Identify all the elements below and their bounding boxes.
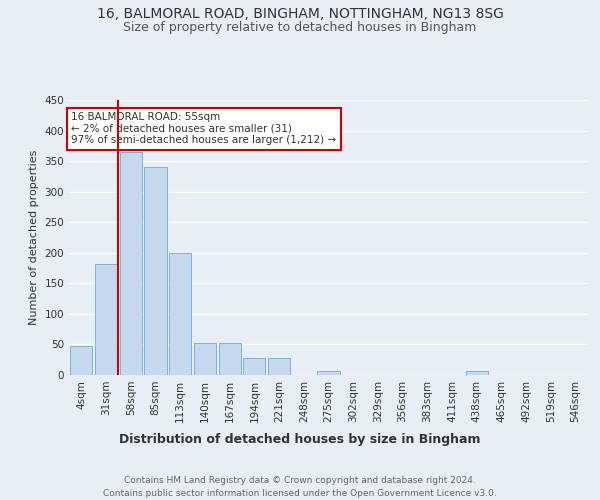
Bar bbox=[169, 254, 191, 375]
Bar bbox=[268, 358, 290, 375]
Bar bbox=[119, 152, 142, 375]
Bar bbox=[218, 342, 241, 375]
Bar bbox=[145, 167, 167, 375]
Bar bbox=[466, 370, 488, 375]
Bar bbox=[95, 264, 117, 375]
Y-axis label: Number of detached properties: Number of detached properties bbox=[29, 150, 39, 325]
Text: 16, BALMORAL ROAD, BINGHAM, NOTTINGHAM, NG13 8SG: 16, BALMORAL ROAD, BINGHAM, NOTTINGHAM, … bbox=[97, 8, 503, 22]
Text: Contains HM Land Registry data © Crown copyright and database right 2024.
Contai: Contains HM Land Registry data © Crown c… bbox=[103, 476, 497, 498]
Text: Distribution of detached houses by size in Bingham: Distribution of detached houses by size … bbox=[119, 432, 481, 446]
Bar bbox=[70, 346, 92, 375]
Bar bbox=[243, 358, 265, 375]
Bar bbox=[317, 370, 340, 375]
Text: Size of property relative to detached houses in Bingham: Size of property relative to detached ho… bbox=[124, 21, 476, 34]
Text: 16 BALMORAL ROAD: 55sqm
← 2% of detached houses are smaller (31)
97% of semi-det: 16 BALMORAL ROAD: 55sqm ← 2% of detached… bbox=[71, 112, 337, 146]
Bar bbox=[194, 342, 216, 375]
